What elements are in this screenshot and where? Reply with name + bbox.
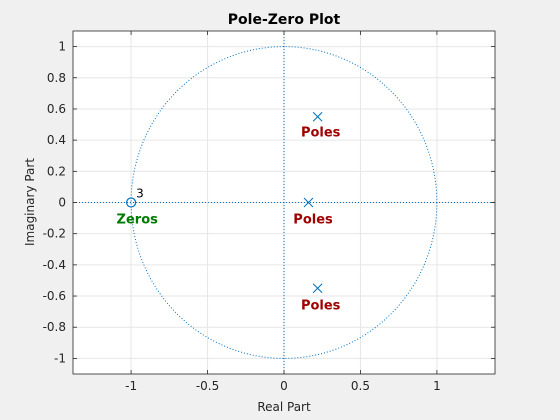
y-tick-label-2: 0.6 <box>47 102 66 116</box>
x-tick-label-4: 1 <box>433 379 441 393</box>
pole-marker-1 <box>303 197 314 208</box>
x-tick-label-3: 0.5 <box>351 379 370 393</box>
x-tick-label-2: 0 <box>280 379 288 393</box>
markers: 3 <box>126 111 323 294</box>
y-tick-label-3: 0.4 <box>47 133 66 147</box>
y-tick-label-7: -0.4 <box>43 258 66 272</box>
y-tick-label-4: 0.2 <box>47 164 66 178</box>
y-tick-label-0: 1 <box>58 40 66 54</box>
pole-marker-stroke-b <box>312 111 323 122</box>
x-tick-label-1: -0.5 <box>196 379 219 393</box>
zero-multiplicity-label-0: 3 <box>136 187 144 201</box>
pole-marker-2 <box>312 283 323 294</box>
pole-marker-stroke-b <box>303 197 314 208</box>
poles-annotation-1: Poles <box>293 213 333 228</box>
pole-marker-stroke-b <box>312 283 323 294</box>
y-axis-label: Imaginary Part <box>23 158 37 246</box>
y-tick-label-5: 0 <box>58 196 66 210</box>
poles-annotation-0: Poles <box>301 125 341 140</box>
zero-marker-0 <box>126 197 137 208</box>
zeros-annotation-3: Zeros <box>117 213 159 228</box>
annotations: Poles Poles Poles Zeros <box>117 125 341 313</box>
y-tick-label-8: -0.6 <box>43 289 66 303</box>
x-tick-label-0: -1 <box>125 379 137 393</box>
y-tick-label-10: -1 <box>54 351 66 365</box>
chart-title: Pole-Zero Plot <box>228 12 341 28</box>
x-axis-label: Real Part <box>257 400 311 414</box>
pole-marker-0 <box>312 111 323 122</box>
poles-annotation-2: Poles <box>301 298 341 313</box>
y-tick-label-9: -0.8 <box>43 320 66 334</box>
unit-circle-and-axes-lines <box>73 31 495 374</box>
ticks: -1 -0.5 0 0.5 1 1 0.8 0.6 0.4 0.2 0 -0.2 -0.4 -0.6 -0.… <box>43 31 495 393</box>
y-tick-label-6: -0.2 <box>43 227 66 241</box>
y-tick-label-1: 0.8 <box>47 71 66 85</box>
